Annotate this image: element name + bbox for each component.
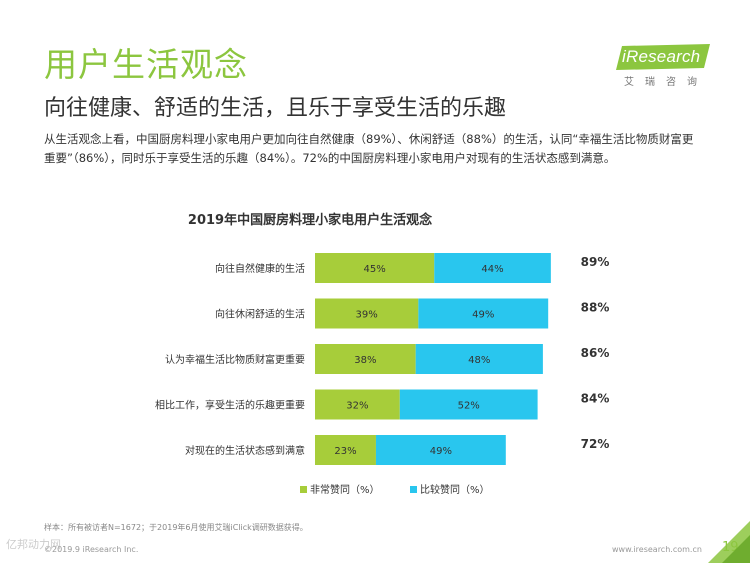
data-label: 39% [356,310,378,321]
page-subtitle: 向往健康、舒适的生活，且乐于享受生活的乐趣 [44,96,507,121]
legend-swatch-strongly-agree [300,486,307,493]
bar-segment-agree [434,253,551,283]
logo-badge-shape [616,44,710,70]
data-label: 32% [346,401,368,412]
data-label: 23% [334,446,356,457]
copyright-text: ©2019.9 iResearch Inc. [44,545,139,554]
website-url[interactable]: www.iresearch.com.cn [612,545,702,554]
page-title: 用户生活观念 [44,45,248,84]
legend-swatch-agree [410,486,417,493]
total-label: 86% [581,346,610,360]
corner-decoration [708,521,750,563]
category-label: 向往休闲舒适的生活 [215,308,305,321]
total-label: 72% [581,437,610,451]
bar-segment-strongly-agree [315,298,419,329]
category-label: 认为幸福生活比物质财富更重要 [165,353,305,366]
category-label: 向往自然健康的生活 [215,262,305,275]
logo-subtitle: 艾瑞咨询 [624,77,708,88]
watermark-text: 亿邦动力网 [6,538,61,551]
data-label: 49% [430,446,452,457]
logo-wordmark: iResearch [622,47,701,66]
bar-segment-strongly-agree [315,435,376,465]
data-label: 52% [458,401,480,412]
intro-paragraph: 从生活观念上看，中国厨房料理小家电用户更加向往自然健康（89%）、休闲舒适（88… [44,132,694,165]
category-label: 相比工作，享受生活的乐趣更重要 [155,399,305,412]
total-label: 89% [581,255,610,269]
total-label: 88% [581,301,610,315]
bar-segment-agree [375,435,506,465]
data-label: 38% [354,355,376,366]
sample-footnote: 样本：所有被访者N=1672；于2019年6月使用艾瑞iClick调研数据获得。 [44,523,308,532]
data-label: 49% [472,310,494,321]
chart-title: 2019年中国厨房料理小家电用户生活观念 [188,212,432,228]
data-label: 44% [481,264,503,275]
iresearch-logo: iResearch 艾瑞咨询 [616,44,712,90]
bar-segment-agree [418,298,549,329]
bar-segment-agree [399,389,538,420]
bar-segment-strongly-agree [315,253,435,283]
data-label: 45% [364,264,386,275]
category-label: 对现在的生活状态感到满意 [185,444,305,457]
legend-entry: 比较赞同（%） [420,483,490,496]
total-label: 84% [581,392,610,406]
logo-badge [616,44,710,70]
legend-entry: 非常赞同（%） [310,483,380,496]
bar-segment-strongly-agree [315,389,400,420]
data-label: 48% [468,355,490,366]
bar-segment-agree [415,344,543,374]
bar-segment-strongly-agree [315,344,416,374]
